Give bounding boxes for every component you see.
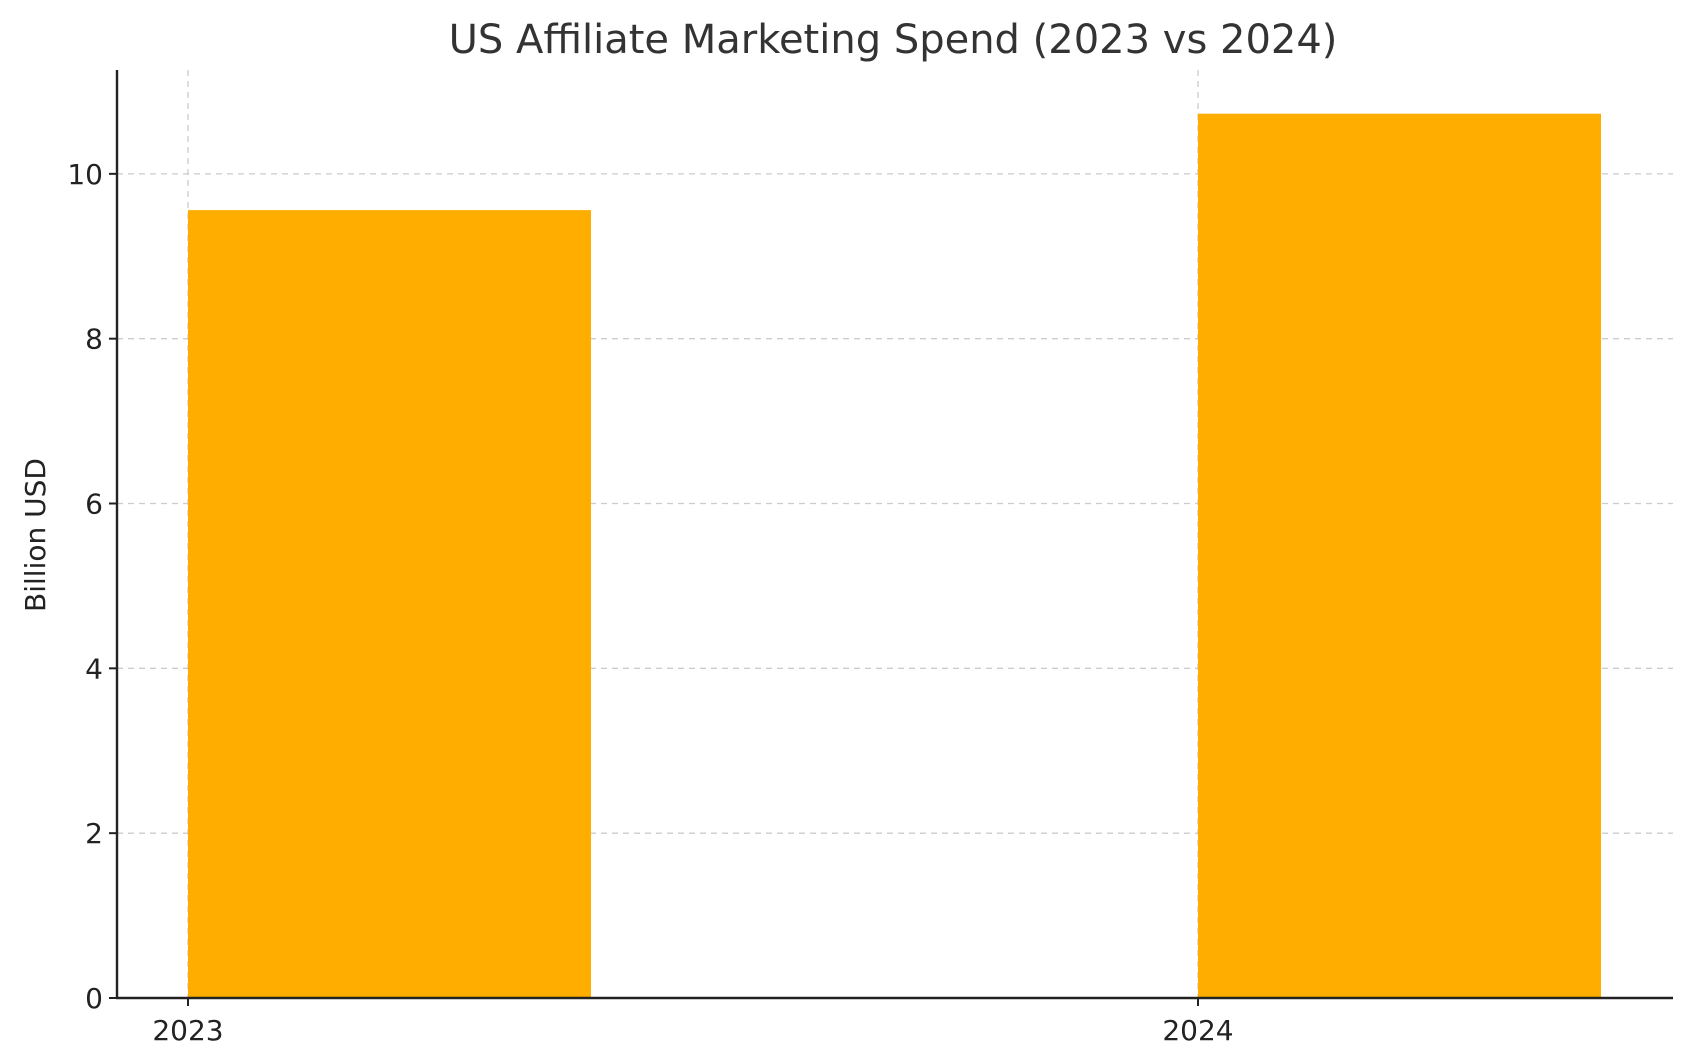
x-tick-label: 2024 bbox=[1162, 1014, 1233, 1047]
y-tick-label: 10 bbox=[67, 158, 103, 191]
y-tick-label: 2 bbox=[85, 817, 103, 850]
bars bbox=[188, 113, 1601, 998]
x-ticks: 2023 2024 bbox=[152, 998, 1234, 1047]
y-tick-label: 6 bbox=[85, 488, 103, 521]
y-tick-label: 0 bbox=[85, 982, 103, 1015]
axes bbox=[115, 70, 1673, 1000]
x-tick-label: 2023 bbox=[152, 1014, 223, 1047]
y-axis-label: Billion USD bbox=[19, 458, 52, 612]
bar-2024 bbox=[1198, 113, 1601, 998]
y-tick-label: 4 bbox=[85, 652, 103, 685]
bar-2023 bbox=[188, 210, 591, 998]
chart-title: US Affiliate Marketing Spend (2023 vs 20… bbox=[449, 17, 1338, 63]
y-ticks: 0 2 4 6 8 10 bbox=[67, 158, 117, 1015]
y-tick-label: 8 bbox=[85, 323, 103, 356]
